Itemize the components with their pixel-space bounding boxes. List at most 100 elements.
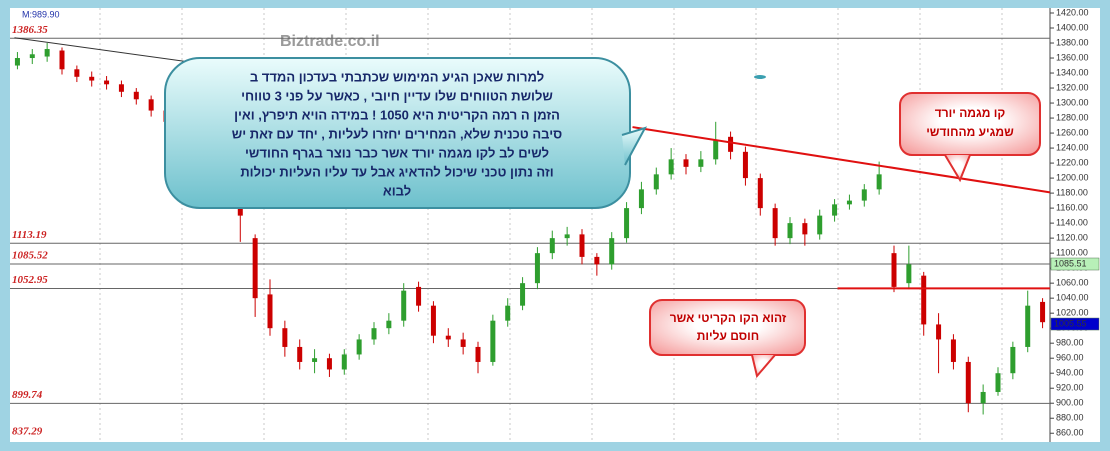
candle-body (638, 189, 644, 209)
annotation-text: שמגיע מהחודשי (926, 125, 1014, 139)
y-tick-label: 980.00 (1056, 338, 1084, 348)
y-tick-label: 1240.00 (1056, 142, 1089, 152)
y-tick-label: 920.00 (1056, 383, 1084, 393)
y-tick-label: 1060.00 (1056, 278, 1089, 288)
candle-body (371, 328, 377, 340)
candle-body (549, 238, 555, 254)
y-tick-label: 1260.00 (1056, 127, 1089, 137)
trendline (632, 126, 1051, 194)
y-tick-label: 1040.00 (1056, 293, 1089, 303)
y-tick-label: 1300.00 (1056, 97, 1089, 107)
candle-body (1025, 305, 1031, 347)
candle-body (653, 174, 659, 190)
y-tick-label: 1220.00 (1056, 157, 1089, 167)
y-tick-label: 1100.00 (1056, 248, 1088, 258)
candle-body (341, 354, 347, 370)
candle-body (698, 159, 704, 167)
candle-body (817, 215, 823, 235)
y-tick-label: 1340.00 (1056, 67, 1089, 77)
y-tick-label: 1400.00 (1056, 22, 1089, 32)
candle-body (921, 275, 927, 325)
candle-body (460, 339, 466, 347)
candle-body (861, 189, 867, 201)
candle-body (133, 91, 139, 100)
candle-body (14, 58, 20, 66)
candle-body (742, 151, 748, 179)
candle-body (59, 50, 65, 70)
candle-body (683, 159, 689, 167)
candle-body (728, 136, 734, 152)
level-label: 899.74 (12, 389, 43, 401)
callout-bubble (899, 92, 1041, 156)
candle-body (1040, 301, 1046, 323)
annotation-text: זהוא הקו הקריטי אשר (670, 311, 787, 325)
trendline (14, 37, 216, 67)
level-label: 1386.35 (12, 24, 48, 36)
callout-tail (945, 155, 970, 180)
y-tick-label: 1020.00 (1056, 308, 1089, 318)
y-tick-label: 940.00 (1056, 368, 1084, 378)
callout-tail-edge (944, 154, 971, 183)
candle-body (713, 140, 719, 160)
candle-body (950, 339, 956, 362)
candle-body (490, 320, 496, 362)
annotation-text: לבוא (383, 183, 411, 198)
watermark: Biztrade.co.il (280, 33, 380, 50)
y-tick-label: 1380.00 (1056, 37, 1089, 47)
candle-body (505, 305, 511, 321)
price-marker-label: 1005.55 (1054, 318, 1087, 328)
level-label: 1085.52 (12, 250, 48, 262)
y-tick-label: 1200.00 (1056, 172, 1089, 182)
y-tick-label: 1160.00 (1056, 202, 1088, 212)
candle-body (995, 373, 1001, 392)
y-tick-label: 1320.00 (1056, 82, 1089, 92)
candle-body (846, 200, 852, 205)
candle-body (772, 208, 778, 239)
candle-body (386, 320, 392, 329)
candle-body (757, 178, 763, 209)
y-tick-label: 900.00 (1056, 398, 1084, 408)
candle-body (965, 361, 971, 404)
candle-body (445, 335, 451, 340)
candle-body (609, 238, 615, 265)
y-tick-label: 1140.00 (1056, 217, 1088, 227)
candle-body (936, 324, 942, 340)
candle-body (267, 294, 273, 329)
info-label: M:989.90 (22, 9, 60, 19)
y-tick-label: 860.00 (1056, 428, 1084, 438)
y-tick-label: 880.00 (1056, 413, 1084, 423)
candle-body (297, 346, 303, 362)
candle-body (89, 76, 95, 81)
candle-body (118, 84, 124, 92)
candle-body (876, 174, 882, 190)
candle-body (74, 69, 80, 77)
candle-body (564, 234, 570, 239)
candle-body (416, 286, 422, 306)
candle-body (356, 339, 362, 355)
candle-body (148, 99, 154, 111)
annotation-text: שלושת הטווחים שלו עדיין חיובי , כאשר על … (241, 88, 553, 103)
candle-body (29, 54, 35, 59)
candle-body (624, 208, 630, 239)
level-label: 1052.95 (12, 274, 48, 286)
candle-body (252, 238, 258, 299)
candle-body (534, 253, 540, 284)
y-tick-label: 1180.00 (1056, 187, 1088, 197)
callout-tail-edge (751, 354, 776, 379)
candle-body (1010, 346, 1016, 374)
level-label: 837.29 (12, 426, 43, 438)
candle-body (475, 346, 481, 362)
annotation-text: וזה נתון טכני שיכול להדאיג אבל עד עליו ה… (240, 164, 553, 179)
candle-body (430, 305, 436, 336)
candle-body (520, 283, 526, 306)
annotation-text: חוסם עליות (697, 329, 759, 343)
candle-body (668, 159, 674, 175)
candle-body (282, 328, 288, 347)
annotation-text: הזמן ה רמה הקריטית היא 1050 ! במידה הויא… (234, 107, 560, 122)
price-marker (1050, 317, 1100, 331)
annotation-text: סיבה טכנית שלא, המחירים יחזרו לעליות , י… (232, 126, 562, 141)
candle-body (104, 80, 110, 85)
candle-body (312, 358, 318, 362)
price-marker (1050, 257, 1100, 271)
